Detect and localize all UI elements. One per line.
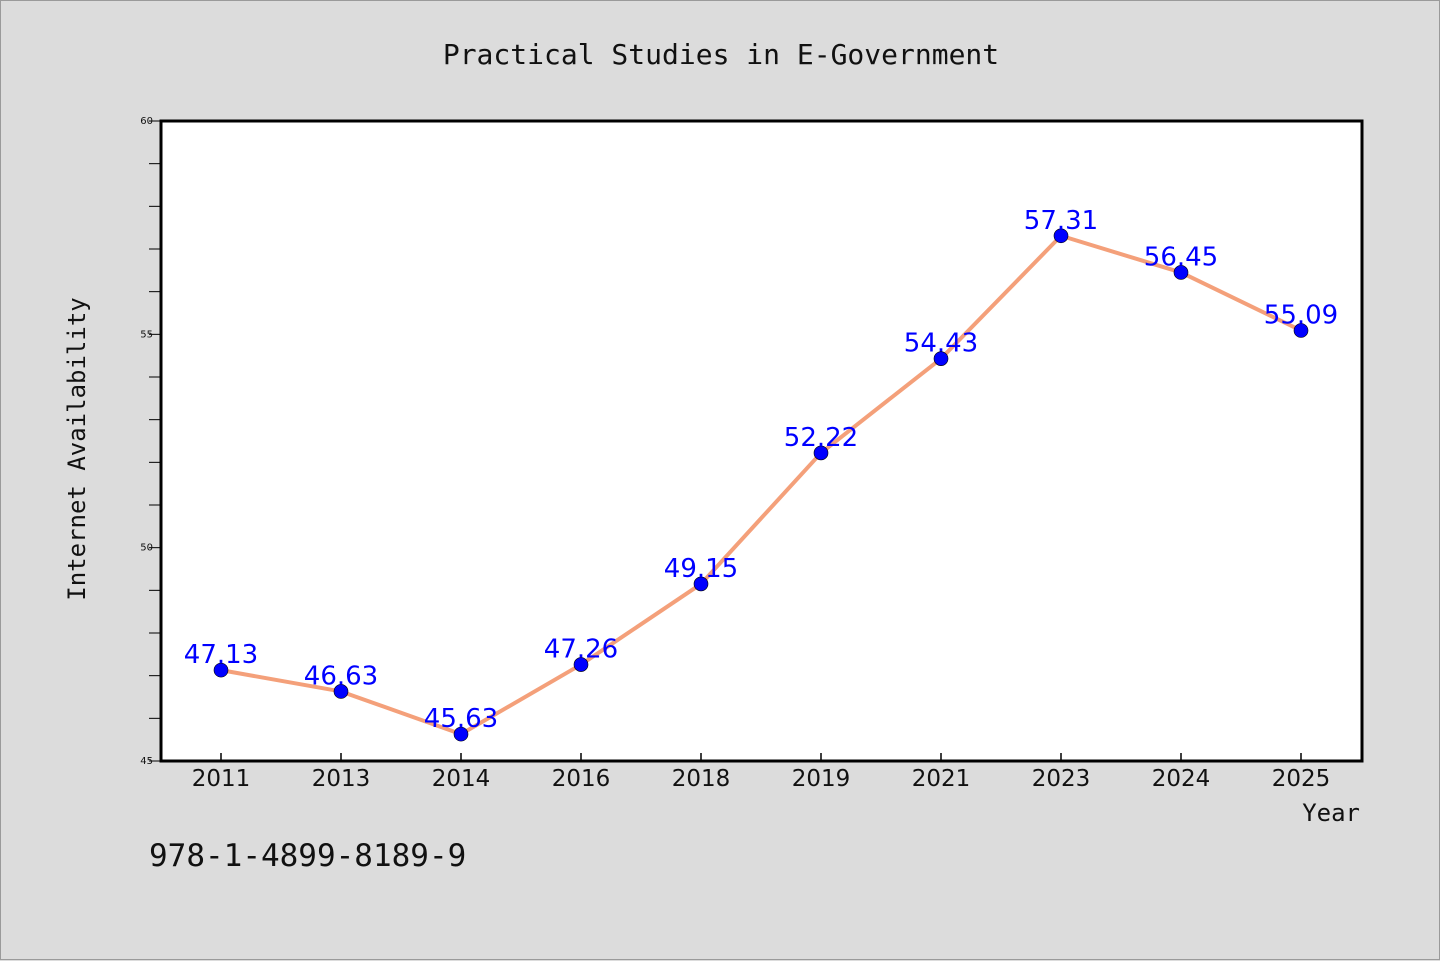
- y-tick-label: 45: [140, 756, 153, 767]
- y-tick-label: 50: [140, 543, 153, 554]
- x-axis-label: Year: [1302, 799, 1360, 827]
- y-axis-ticks: 45 50 55 60: [140, 116, 161, 767]
- data-label: 57.31: [1024, 206, 1098, 236]
- data-label: 45.63: [424, 704, 498, 734]
- data-point: [1293, 323, 1309, 338]
- series-layer: [219, 233, 1303, 737]
- data-point: [333, 684, 349, 699]
- chart-title: Practical Studies in E-Government: [443, 38, 999, 71]
- data-labels-layer: 47.13 46.63 45.63 47.26 49.15 52.22 54.43 57.31…: [184, 206, 1338, 734]
- x-tick-label: 2024: [1152, 766, 1211, 792]
- data-point: [573, 657, 589, 672]
- x-axis-ticks: 2011 2013 2014 2016 2018 2019 2021 2023 2024 2025: [192, 753, 1331, 792]
- x-tick-label: 2018: [672, 766, 731, 792]
- data-point: [693, 576, 709, 592]
- x-tick-label: 2021: [912, 766, 971, 792]
- y-axis-label: Internet Availability: [63, 297, 91, 600]
- x-tick-label: 2019: [792, 766, 851, 792]
- x-tick-label: 2011: [192, 766, 251, 792]
- data-point: [453, 726, 469, 742]
- data-label: 55.09: [1264, 300, 1338, 330]
- plot-area: [159, 119, 1364, 763]
- data-point: [213, 662, 229, 678]
- isbn-annotation: 978-1-4899-8189-9: [149, 838, 466, 874]
- y-tick-label: 60: [140, 116, 153, 127]
- y-tick-label: 55: [140, 329, 153, 340]
- data-label: 49.15: [664, 554, 738, 584]
- data-point: [813, 445, 829, 461]
- data-label: 56.45: [1144, 242, 1218, 272]
- data-label: 47.13: [184, 640, 258, 670]
- data-point: [1173, 265, 1189, 280]
- data-label: 47.26: [544, 635, 618, 665]
- x-tick-label: 2016: [552, 766, 611, 792]
- x-tick-label: 2014: [432, 766, 491, 792]
- series-line: [219, 233, 1303, 737]
- data-label: 54.43: [904, 329, 978, 359]
- data-point: [933, 351, 949, 366]
- data-point: [1053, 228, 1069, 244]
- data-label: 52.22: [784, 423, 858, 453]
- x-tick-label: 2013: [312, 766, 371, 792]
- markers-layer: [213, 228, 1309, 742]
- data-label: 46.63: [304, 661, 378, 691]
- x-tick-label: 2023: [1032, 766, 1091, 792]
- x-tick-label: 2025: [1272, 766, 1331, 792]
